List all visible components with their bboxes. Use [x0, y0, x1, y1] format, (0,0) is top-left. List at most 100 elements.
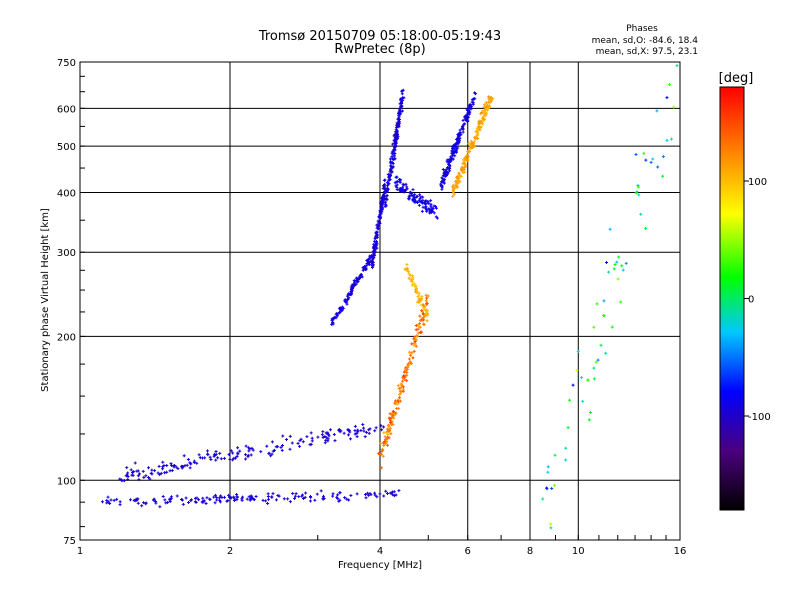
scatter-point	[331, 321, 335, 325]
scatter-point	[276, 445, 280, 449]
scatter-point	[407, 197, 411, 201]
scatter-point	[298, 444, 302, 448]
scatter-point	[401, 376, 405, 380]
scatter-point	[385, 186, 389, 190]
scatter-point	[424, 293, 428, 297]
phases-heading: Phases	[626, 24, 658, 34]
scatter-point	[398, 187, 402, 191]
scatter-point	[415, 334, 419, 338]
scatter-point	[399, 98, 403, 102]
scatter-point	[380, 207, 384, 211]
x-axis-ticks: 1 2 4 6 8 10 16	[77, 535, 686, 557]
scatter-point	[420, 201, 424, 205]
scatter-point	[541, 497, 545, 501]
scatter-point	[276, 493, 280, 497]
scatter-point	[469, 105, 473, 109]
scatter-point	[413, 193, 417, 197]
scatter-point	[141, 469, 145, 473]
scatter-point	[488, 98, 492, 102]
scatter-point	[392, 154, 396, 158]
scatter-point	[109, 498, 113, 502]
scatter-point	[244, 457, 248, 461]
scatter-point	[187, 500, 191, 504]
scatter-point	[394, 493, 398, 497]
scatter-point	[161, 465, 165, 469]
scatter-point	[440, 187, 444, 191]
scatter-point	[431, 207, 435, 211]
scatter-point	[195, 461, 199, 465]
scatter-point	[452, 184, 456, 188]
scatter-point	[399, 100, 403, 104]
scatter-point	[164, 501, 168, 505]
y-axis-label: Stationary phase Virtual Height [km]	[40, 208, 51, 392]
scatter-point	[406, 270, 410, 274]
scatter-point	[418, 193, 422, 197]
scatter-point	[380, 447, 384, 451]
scatter-point	[377, 224, 381, 228]
scatter-point	[332, 433, 336, 437]
scatter-point	[270, 495, 274, 499]
scatter-point	[399, 178, 403, 182]
scatter-point	[417, 293, 421, 297]
x-tick-label: 4	[377, 546, 383, 557]
scatter-point	[471, 102, 475, 106]
scatter-points	[100, 64, 679, 530]
scatter-point	[575, 368, 579, 372]
scatter-point	[429, 199, 433, 203]
scatter-point	[397, 387, 401, 391]
scatter-point	[596, 358, 600, 362]
scatter-point	[381, 198, 385, 202]
scatter-point	[208, 455, 212, 459]
scatter-point	[184, 496, 188, 500]
scatter-point	[398, 105, 402, 109]
y-tick-label: 75	[63, 536, 76, 547]
scatter-point	[219, 457, 223, 461]
scatter-point	[613, 263, 617, 267]
scatter-point	[382, 444, 386, 448]
x-tick-label: 1	[77, 546, 83, 557]
scatter-point	[415, 194, 419, 198]
scatter-point	[133, 499, 137, 503]
scatter-point	[420, 294, 424, 298]
scatter-point	[409, 193, 413, 197]
scatter-point	[564, 458, 568, 462]
scatter-point	[615, 260, 619, 264]
scatter-point	[358, 274, 362, 278]
scatter-point	[487, 104, 491, 108]
scatter-point	[441, 174, 445, 178]
scatter-point	[398, 108, 402, 112]
scatter-point	[422, 323, 426, 327]
scatter-point	[386, 432, 390, 436]
scatter-point	[383, 440, 387, 444]
scatter-point	[386, 491, 390, 495]
scatter-point	[336, 313, 340, 317]
scatter-point	[429, 204, 433, 208]
scatter-point	[379, 210, 383, 214]
scatter-point	[409, 279, 413, 283]
scatter-point	[414, 199, 418, 203]
scatter-point	[347, 292, 351, 296]
scatter-point	[301, 440, 305, 444]
scatter-point	[432, 211, 436, 215]
scatter-point	[215, 496, 219, 500]
scatter-point	[115, 497, 119, 501]
scatter-point	[449, 155, 453, 159]
scatter-point	[587, 418, 591, 422]
scatter-point	[293, 497, 297, 501]
scatter-point	[128, 498, 132, 502]
scatter-point	[142, 475, 146, 479]
scatter-point	[466, 158, 470, 162]
scatter-point	[414, 289, 418, 293]
scatter-point	[478, 121, 482, 125]
scatter-point	[414, 284, 418, 288]
scatter-point	[285, 438, 289, 442]
scatter-point	[158, 505, 162, 509]
scatter-point	[266, 495, 270, 499]
scatter-point	[286, 497, 290, 501]
scatter-point	[266, 502, 270, 506]
scatter-point	[218, 500, 222, 504]
scatter-point	[398, 392, 402, 396]
scatter-point	[466, 150, 470, 154]
scatter-point	[416, 327, 420, 331]
scatter-point	[170, 463, 174, 467]
